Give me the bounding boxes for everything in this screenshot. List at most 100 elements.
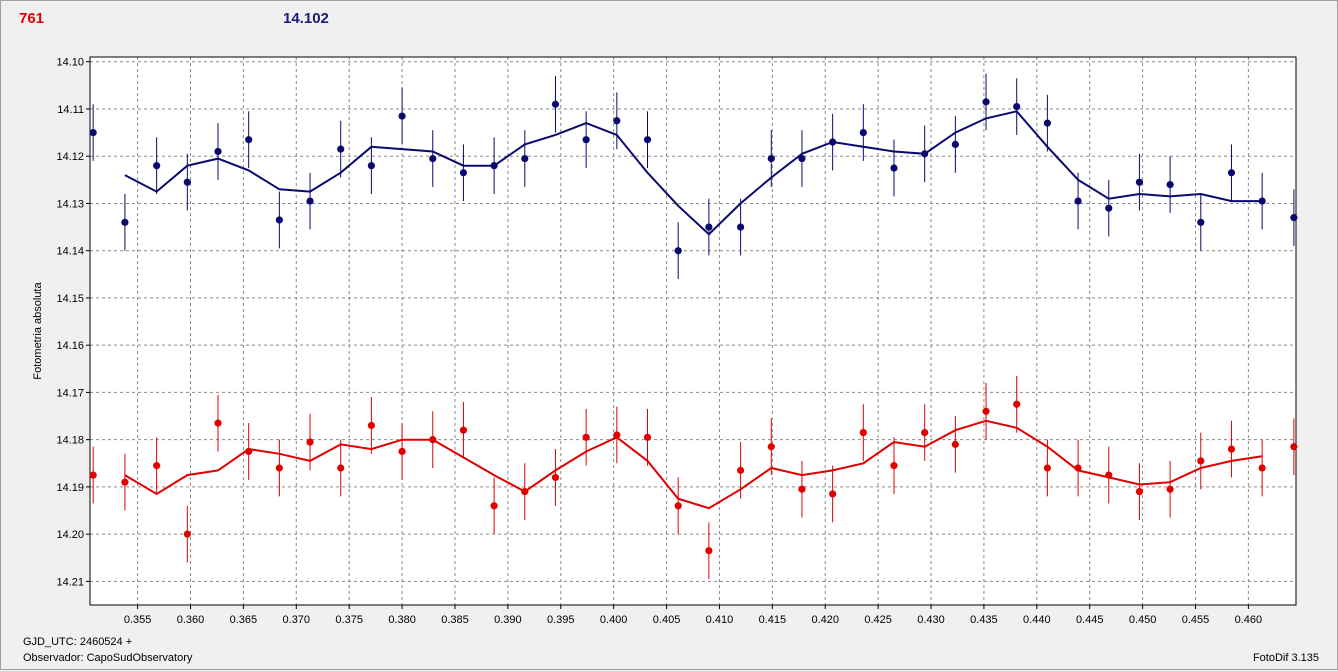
software-version: FotoDif 3.135 [1252,652,1319,664]
x-tick-label: 0.395 [547,614,575,626]
data-point [337,145,345,153]
data-point [245,136,253,144]
data-point [490,502,498,510]
data-point [1074,464,1082,472]
x-tick-label: 0.450 [1129,614,1157,626]
data-point [582,136,590,144]
data-point [859,428,867,437]
y-tick-label: 14.14 [56,246,84,258]
data-point [1013,103,1021,111]
y-tick-label: 14.21 [56,576,84,588]
x-tick-label: 0.440 [1023,614,1051,626]
data-point [367,421,375,430]
data-point [1197,218,1205,226]
data-point [398,112,406,120]
y-tick-label: 14.18 [56,435,84,447]
data-point [306,197,314,205]
data-point [1227,445,1236,453]
data-point [1258,464,1266,472]
data-point [306,438,314,446]
y-axis: 14.10 14.11 14.12 14.13 14.14 14.15 14.16 14.17… [56,57,90,588]
data-point [1166,180,1174,189]
data-point [643,433,652,441]
data-point [890,164,898,172]
x-tick-label: 0.420 [811,614,839,626]
header-right-value: 14.102 [283,10,329,27]
data-series [89,73,1298,580]
data-point [1105,204,1113,212]
data-point [153,162,161,170]
series-1 [89,375,1298,580]
data-point [1290,214,1298,222]
data-point [459,169,468,177]
data-point [1290,443,1298,451]
data-point [214,419,222,427]
x-tick-label: 0.435 [970,614,998,626]
data-point [459,426,468,434]
data-point [674,502,682,510]
data-point [121,218,129,226]
data-point [521,154,529,163]
x-tick-label: 0.390 [494,614,522,626]
data-point [737,466,745,474]
data-point [183,178,191,186]
data-point [767,443,775,451]
observer-label: Observador: CapoSudObservatory [23,652,193,664]
x-tick-label: 0.455 [1182,614,1210,626]
data-point [1105,471,1113,479]
data-point [1043,119,1051,127]
grid-lines [90,57,1296,605]
data-point [859,128,867,137]
data-point [674,247,682,255]
data-point [1197,457,1205,465]
data-point [1135,178,1144,186]
gjd-utc-label: GJD_UTC: 2460524 + [23,636,133,648]
x-tick-label: 0.375 [335,614,363,626]
data-point [798,485,806,493]
data-point [521,488,529,496]
data-point [275,464,283,472]
y-axis-label: Fotometria absoluta [32,282,44,380]
data-point [153,462,161,470]
data-point [582,433,590,441]
data-point [982,98,990,106]
header-left-value: 761 [19,10,45,27]
data-point [951,440,959,448]
data-point [367,162,375,170]
x-tick-label: 0.365 [230,614,258,626]
x-tick-label: 0.370 [283,614,311,626]
data-point [429,154,437,163]
y-tick-label: 14.15 [56,293,84,305]
data-point [921,150,929,158]
data-point [398,447,406,456]
y-tick-label: 14.13 [56,198,84,210]
data-point [337,464,345,472]
data-point [183,530,191,538]
data-point [551,473,560,482]
data-point [737,223,745,231]
data-point [214,147,222,156]
data-point [89,128,97,137]
x-tick-label: 0.460 [1235,614,1263,626]
x-tick-label: 0.380 [388,614,416,626]
x-tick-label: 0.385 [441,614,469,626]
x-axis: 0.355 0.360 0.365 0.370 0.375 0.380 0.385 0.390… [124,605,1262,626]
x-tick-label: 0.355 [124,614,152,626]
data-point [829,490,837,498]
data-point [1043,464,1051,472]
data-point [643,136,652,144]
x-tick-label: 0.415 [759,614,787,626]
data-point [705,223,713,231]
data-point [1166,485,1174,493]
data-point [767,154,775,163]
x-tick-label: 0.430 [917,614,945,626]
data-point [982,407,990,415]
y-tick-label: 14.17 [56,387,84,399]
y-tick-label: 14.19 [56,482,84,494]
y-tick-label: 14.16 [56,340,84,352]
plot-frame [89,56,1297,606]
data-point [89,471,97,479]
y-tick-label: 14.12 [56,151,84,163]
data-point [429,436,437,444]
